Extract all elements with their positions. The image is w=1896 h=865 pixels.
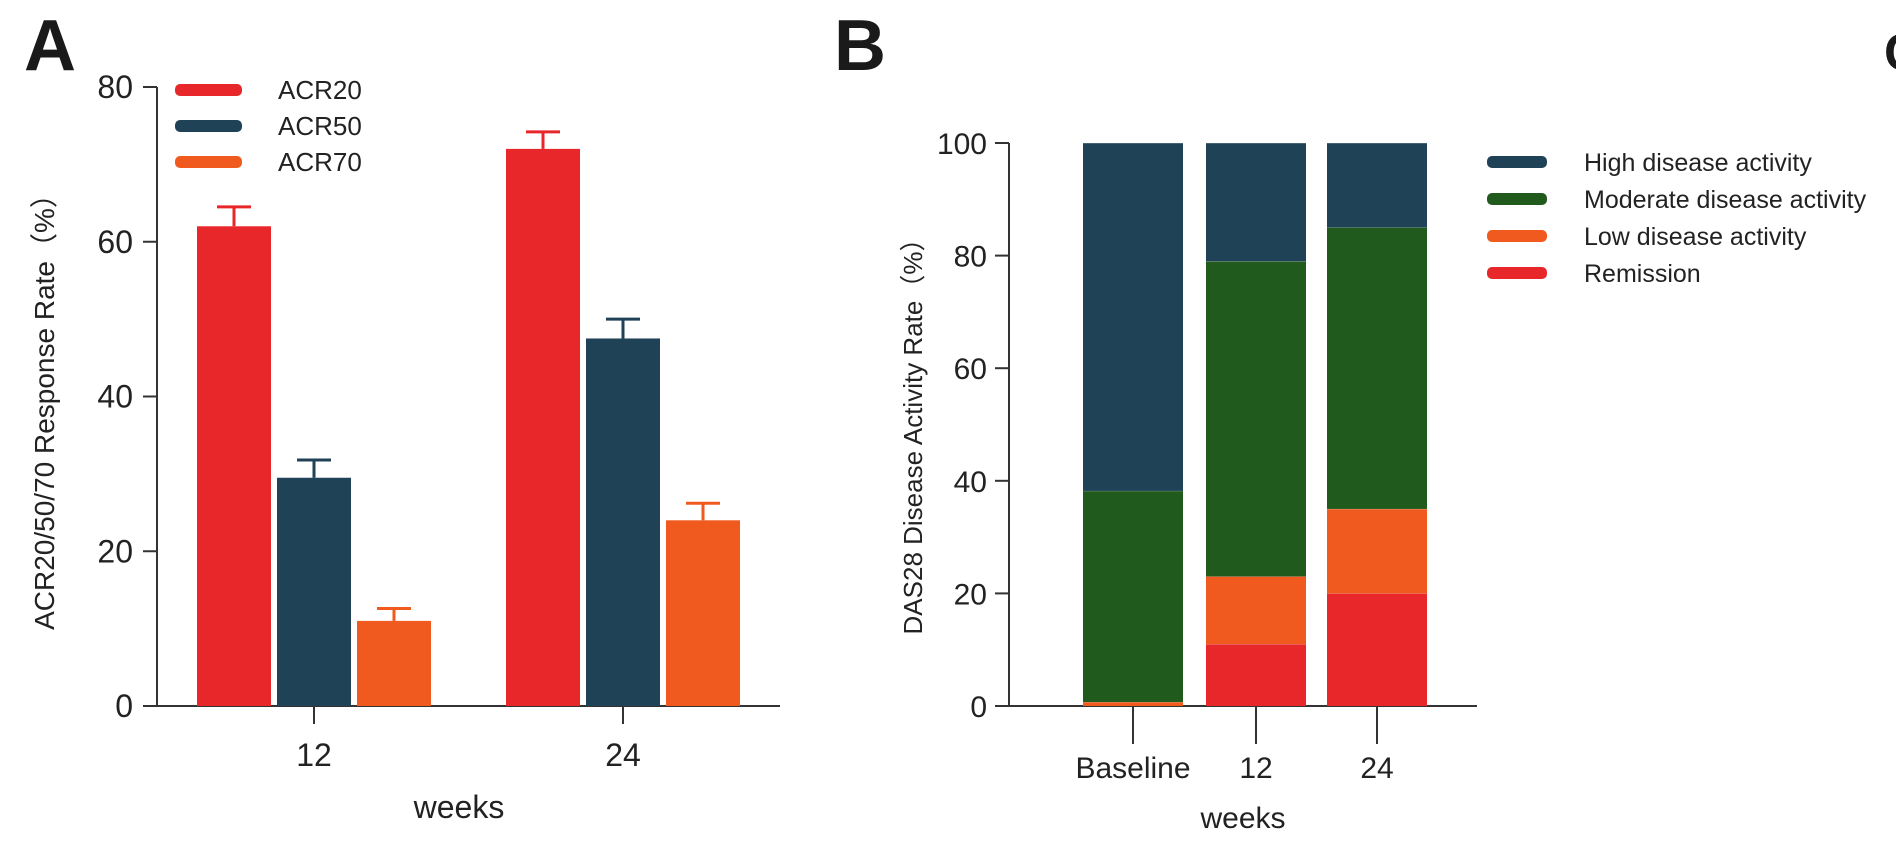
chart-a-bar-acr20-12 xyxy=(197,226,271,706)
panel-c-letter-partial: C xyxy=(1884,24,1896,82)
chart-a-legend-swatch-acr70 xyxy=(175,156,242,168)
chart-b-y-tick-label: 80 xyxy=(954,241,987,274)
chart-a-legend-label-acr20: ACR20 xyxy=(278,75,362,105)
chart-a-bar-acr50-24 xyxy=(586,338,660,706)
chart-b-x-tick-label: 12 xyxy=(1239,752,1272,785)
chart-a-y-tick-label: 40 xyxy=(97,379,133,415)
chart-b-bars xyxy=(1083,142,1427,706)
chart-a-x-tick-label: 12 xyxy=(296,737,332,773)
chart-b-das28-activity: 0 20 40 60 80 100 Baseline 12 24 High disease ac… xyxy=(898,128,1867,835)
chart-a-bar-acr70-12 xyxy=(357,620,431,706)
chart-b-legend-swatch-low-disease-activity xyxy=(1487,230,1547,242)
chart-b-bar-high-disease-activity-12 xyxy=(1206,143,1306,262)
chart-b-legend-swatch-remission xyxy=(1487,267,1547,279)
chart-a-y-tick-label: 60 xyxy=(97,224,133,260)
panel-b-letter: B xyxy=(834,6,886,86)
chart-a-legend-label-acr70: ACR70 xyxy=(278,147,362,177)
chart-a-legend-swatch-acr20 xyxy=(175,84,242,96)
chart-b-axes: 0 20 40 60 80 100 Baseline 12 24 xyxy=(937,128,1477,785)
chart-b-legend-swatch-moderate-disease-activity xyxy=(1487,193,1547,205)
chart-b-bar-remission-24 xyxy=(1327,593,1427,706)
chart-a-x-tick-label: 24 xyxy=(605,737,641,773)
chart-a-y-axis-label: ACR20/50/70 Response Rate（%） xyxy=(29,180,60,630)
chart-a-x-axis-label: weeks xyxy=(413,789,505,825)
chart-a-bars xyxy=(197,130,740,706)
chart-b-x-axis-label: weeks xyxy=(1199,802,1285,835)
chart-b-bar-low-disease-activity-24 xyxy=(1327,508,1427,594)
chart-b-legend: High disease activity Moderate disease ac… xyxy=(1487,149,1867,288)
chart-b-bar-high-disease-activity-baseline xyxy=(1083,143,1183,491)
chart-b-y-tick-label: 40 xyxy=(954,466,987,499)
chart-a-bar-acr20-24 xyxy=(506,148,580,706)
chart-a-y-tick-label: 0 xyxy=(115,688,133,724)
chart-a-legend: ACR20 ACR50 ACR70 xyxy=(175,75,362,177)
chart-b-bar-moderate-disease-activity-baseline xyxy=(1083,490,1183,703)
chart-b-x-tick-label: 24 xyxy=(1360,752,1393,785)
chart-b-y-tick-label: 100 xyxy=(937,128,987,161)
chart-b-bar-low-disease-activity-baseline xyxy=(1083,702,1183,706)
chart-b-legend-label-moderate-disease-activity: Moderate disease activity xyxy=(1584,186,1867,214)
chart-b-legend-label-remission: Remission xyxy=(1584,260,1701,288)
chart-a-y-tick-label: 80 xyxy=(97,69,133,105)
chart-a-legend-swatch-acr50 xyxy=(175,120,242,132)
chart-b-bar-remission-12 xyxy=(1206,644,1306,706)
chart-a-legend-label-acr50: ACR50 xyxy=(278,111,362,141)
chart-b-bar-moderate-disease-activity-24 xyxy=(1327,227,1427,509)
chart-a-y-tick-label: 20 xyxy=(97,533,133,569)
chart-b-legend-swatch-high-disease-activity xyxy=(1487,156,1547,168)
panel-a-letter: A xyxy=(24,6,76,86)
chart-a-bar-acr70-24 xyxy=(666,520,740,706)
chart-b-bar-high-disease-activity-24 xyxy=(1327,143,1427,228)
chart-b-x-tick-label: Baseline xyxy=(1075,752,1190,785)
chart-a-bar-acr50-12 xyxy=(277,477,351,706)
chart-b-y-tick-label: 0 xyxy=(970,691,987,724)
chart-a-acr-response: 0 20 40 60 80 12 24 ACR20 ACR50 ACR70 ACR20/50/7… xyxy=(29,69,780,825)
chart-b-y-tick-label: 20 xyxy=(954,578,987,611)
chart-b-y-axis-label: DAS28 Disease Activity Rate（%） xyxy=(898,226,928,635)
chart-b-legend-label-low-disease-activity: Low disease activity xyxy=(1584,223,1807,251)
chart-b-bar-low-disease-activity-12 xyxy=(1206,576,1306,645)
chart-b-bar-moderate-disease-activity-12 xyxy=(1206,261,1306,577)
chart-b-legend-label-high-disease-activity: High disease activity xyxy=(1584,149,1812,177)
chart-b-y-tick-label: 60 xyxy=(954,353,987,386)
